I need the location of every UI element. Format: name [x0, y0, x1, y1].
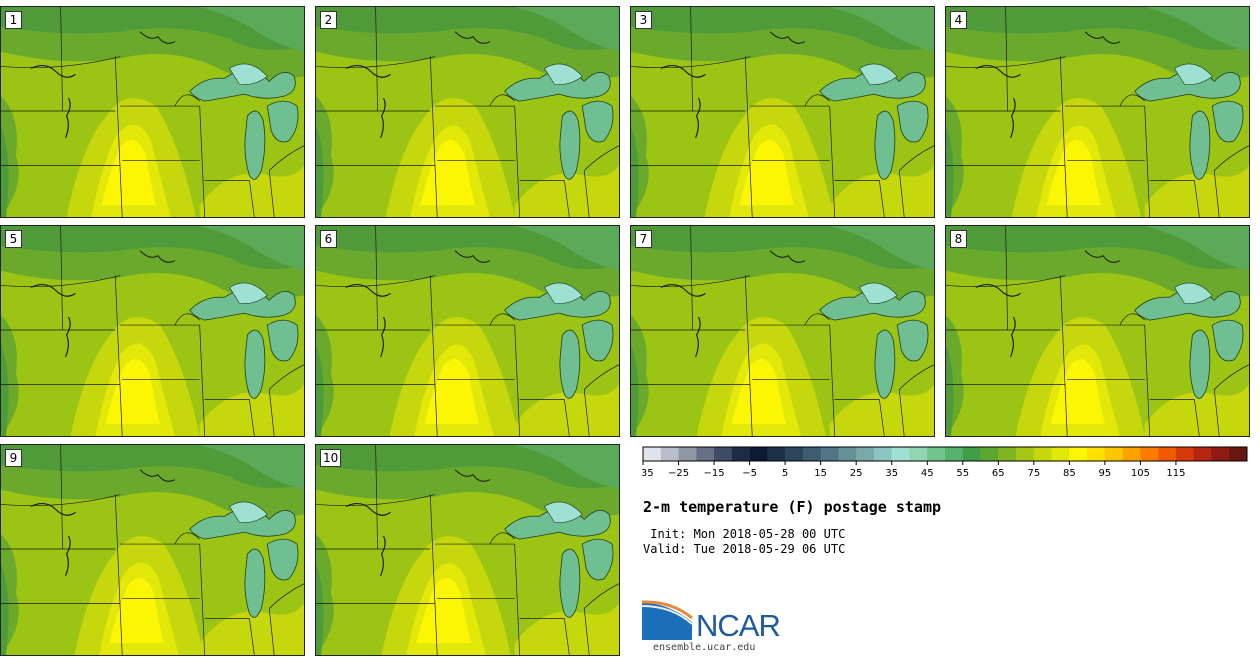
member-number-label: 6 [320, 230, 337, 248]
colorbar-tick-label: 65 [992, 468, 1005, 479]
member-number-label: 5 [5, 230, 22, 248]
colorbar-swatch [731, 447, 750, 461]
ensemble-member-map: 7 [630, 225, 935, 437]
colorbar-swatch [1229, 447, 1248, 461]
colorbar-tick-label: 25 [850, 468, 863, 479]
colorbar-tick-label: 55 [956, 468, 969, 479]
colorbar-swatch [1158, 447, 1177, 461]
colorbar-swatch [838, 447, 857, 461]
ensemble-member-map: 3 [630, 6, 935, 218]
member-number-label: 1 [5, 11, 22, 29]
colorbar-swatch [962, 447, 981, 461]
colorbar-swatch [1140, 447, 1159, 461]
member-number-label: 2 [320, 11, 337, 29]
colorbar-tick-label: 35 [885, 468, 898, 479]
colorbar-tick-label: −15 [704, 468, 725, 479]
colorbar-swatch [749, 447, 768, 461]
colorbar-tick-label: 95 [1099, 468, 1112, 479]
ensemble-member-map: 10 [315, 444, 620, 656]
ensemble-member-map: 5 [0, 225, 305, 437]
colorbar-swatch [945, 447, 964, 461]
colorbar-tick-label: 105 [1131, 468, 1150, 479]
colorbar-swatch [767, 447, 786, 461]
temperature-colorbar: −35 −25 −15 −5 5 15 25 35 45 55 65 75 85 95 105 115 [642, 446, 1248, 479]
colorbar-swatch [856, 447, 875, 461]
website-url: ensemble.ucar.edu [653, 642, 756, 653]
colorbar-tick-label: 15 [814, 468, 827, 479]
colorbar-swatch [1193, 447, 1212, 461]
ensemble-member-map: 6 [315, 225, 620, 437]
colorbar-swatch [785, 447, 804, 461]
colorbar-swatch [1104, 447, 1123, 461]
colorbar-tick-label: −5 [742, 468, 757, 479]
member-number-label: 8 [950, 230, 967, 248]
colorbar-swatch [1087, 447, 1106, 461]
colorbar-tick-label: −35 [642, 468, 654, 479]
ensemble-member-map: 9 [0, 444, 305, 656]
colorbar-tick-label: 75 [1027, 468, 1040, 479]
member-number-label: 3 [635, 11, 652, 29]
colorbar-tick-label: 45 [921, 468, 934, 479]
colorbar-swatch [1069, 447, 1088, 461]
colorbar-tick-label: 85 [1063, 468, 1076, 479]
colorbar-swatch [802, 447, 821, 461]
member-number-label: 9 [5, 449, 22, 467]
colorbar-swatch [1211, 447, 1230, 461]
colorbar-swatch [1051, 447, 1070, 461]
colorbar-swatch [714, 447, 733, 461]
colorbar-tick-label: 5 [782, 468, 788, 479]
ensemble-member-map: 8 [945, 225, 1250, 437]
colorbar-swatch [998, 447, 1017, 461]
colorbar-tick-label: 115 [1166, 468, 1185, 479]
colorbar-swatch [1033, 447, 1052, 461]
colorbar-swatch [891, 447, 910, 461]
colorbar-swatch [1175, 447, 1195, 461]
member-number-label: 10 [320, 449, 342, 467]
colorbar-swatch [927, 447, 946, 461]
colorbar-swatch [873, 447, 893, 461]
ensemble-member-map: 2 [315, 6, 620, 218]
colorbar-tick-label: −25 [668, 468, 689, 479]
colorbar-swatch [643, 447, 662, 461]
member-number-label: 4 [950, 11, 967, 29]
colorbar-swatch [678, 447, 697, 461]
colorbar-swatch [660, 447, 679, 461]
ensemble-member-map: 1 [0, 6, 305, 218]
member-number-label: 7 [635, 230, 652, 248]
ncar-logo-text: NCAR [696, 608, 781, 643]
colorbar-swatch [980, 447, 999, 461]
colorbar-swatch [909, 447, 928, 461]
colorbar-swatch [820, 447, 839, 461]
init-time: Init: Mon 2018-05-28 00 UTC [643, 527, 846, 541]
ncar-logo-icon [642, 600, 693, 640]
colorbar-swatch [696, 447, 715, 461]
valid-time: Valid: Tue 2018-05-29 06 UTC [643, 542, 846, 556]
ensemble-member-map: 4 [945, 6, 1250, 218]
colorbar-swatch [1016, 447, 1035, 461]
figure-title: 2-m temperature (F) postage stamp [643, 498, 942, 516]
colorbar-swatch [1122, 447, 1141, 461]
colorbar-frame [642, 446, 1248, 462]
